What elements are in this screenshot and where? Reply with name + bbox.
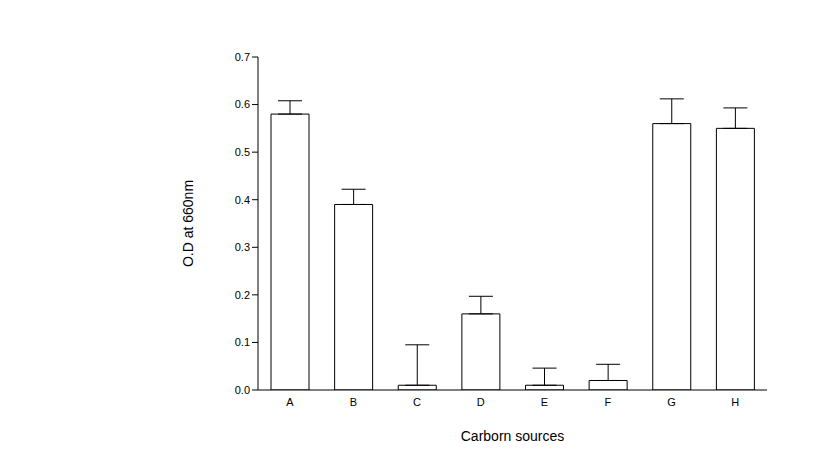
- svg-text:C: C: [413, 396, 421, 408]
- svg-text:0.3: 0.3: [235, 241, 250, 253]
- svg-text:F: F: [605, 396, 612, 408]
- svg-text:0.7: 0.7: [235, 51, 250, 63]
- svg-text:B: B: [350, 396, 357, 408]
- svg-text:H: H: [731, 396, 739, 408]
- svg-text:0.4: 0.4: [235, 194, 250, 206]
- svg-text:E: E: [541, 396, 548, 408]
- svg-text:G: G: [667, 396, 676, 408]
- svg-text:0.6: 0.6: [235, 98, 250, 110]
- svg-text:D: D: [477, 396, 485, 408]
- svg-text:O.D at 660nm: O.D at 660nm: [180, 180, 196, 267]
- svg-text:0.5: 0.5: [235, 146, 250, 158]
- svg-text:0.0: 0.0: [235, 384, 250, 396]
- svg-text:A: A: [286, 396, 294, 408]
- svg-text:0.1: 0.1: [235, 336, 250, 348]
- svg-text:0.2: 0.2: [235, 289, 250, 301]
- svg-text:Carborn sources: Carborn sources: [461, 428, 565, 444]
